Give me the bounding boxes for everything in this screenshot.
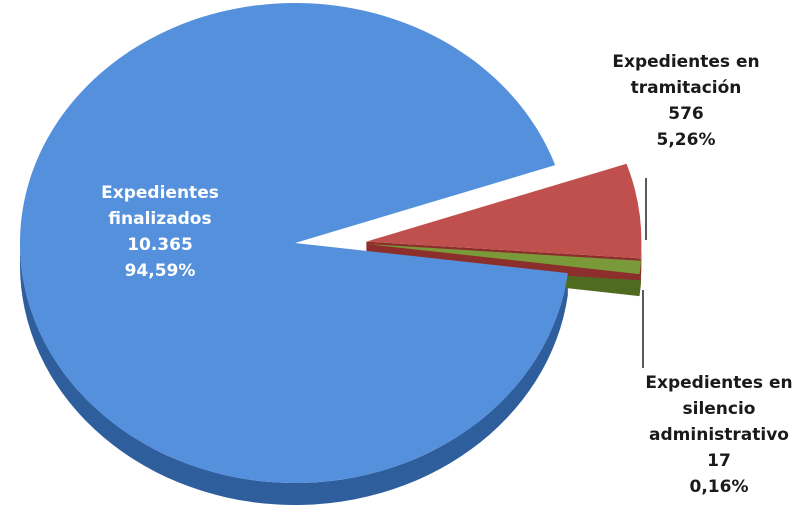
slice-label-name: finalizados <box>108 209 211 229</box>
data-labels: Expedientesfinalizados10.36594,59%Expedi… <box>101 52 792 497</box>
slice-label-name: Expedientes <box>101 183 219 203</box>
slice-label-name: silencio <box>683 399 756 419</box>
pie-slice <box>366 244 641 275</box>
pie-slice <box>366 163 642 259</box>
pie-slices <box>19 2 642 506</box>
slice-label-value: 576 <box>668 104 704 124</box>
pie-slice-side <box>640 241 642 281</box>
slice-label-name: Expedientes en <box>612 52 759 72</box>
slice-label-value: 17 <box>707 451 731 471</box>
slice-label: Expedientes finalizados 10.365 94,59% <box>101 183 219 281</box>
slice-label: Expedientes en silencio administrativo 17 0,… <box>645 373 792 497</box>
slice-label-name: Expedientes en <box>645 373 792 393</box>
slice-label-percent: 5,26% <box>657 130 716 150</box>
slice-label-name: tramitación <box>631 78 742 98</box>
slice-label-name: administrativo <box>649 425 789 445</box>
slice-label-value: 10.365 <box>127 235 193 255</box>
slice-label-percent: 0,16% <box>690 477 749 497</box>
slice-label: Expedientes en tramitación 576 5,26% <box>612 52 759 150</box>
leader-lines <box>642 178 647 368</box>
slice-label-percent: 94,59% <box>125 261 196 281</box>
pie-slice <box>19 2 568 483</box>
